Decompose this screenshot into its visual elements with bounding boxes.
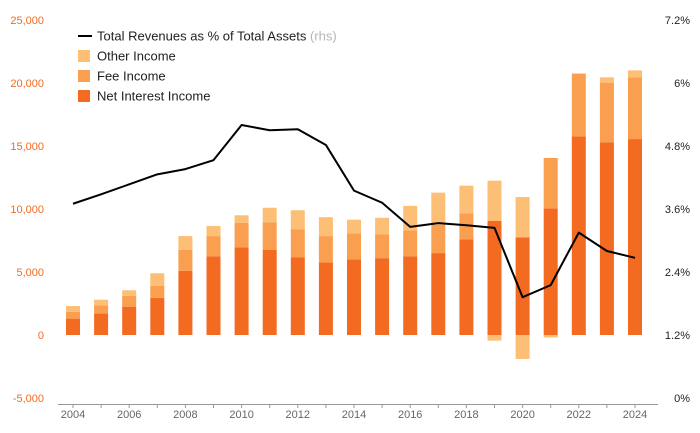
bar-segment: [459, 213, 474, 240]
bar-segment: [375, 234, 390, 259]
bar-segment: [122, 295, 137, 307]
bar-segment: [347, 219, 361, 234]
bar-segment: [94, 313, 109, 335]
y-tick-label: 10,000: [10, 204, 44, 216]
bar-segment: [431, 224, 446, 254]
bar-segment: [599, 83, 614, 143]
y2-tick-label: 7.2%: [665, 15, 690, 27]
x-tick-label: 2024: [623, 409, 647, 421]
bar-segment: [178, 270, 193, 335]
bar-segment: [628, 70, 642, 78]
legend-suffix: (rhs): [306, 29, 336, 44]
legend-label: Other Income: [97, 49, 176, 64]
x-tick-label: 2006: [117, 409, 141, 421]
bar-segment: [150, 297, 165, 335]
bar-segment: [543, 157, 558, 209]
y2-tick-label: 1.2%: [665, 330, 690, 342]
bar-segment: [178, 236, 193, 250]
bar-segment: [262, 249, 277, 335]
x-tick-label: 2022: [567, 409, 591, 421]
bar-segment: [628, 139, 642, 335]
bar-segment-negative: [543, 335, 558, 338]
bar-segment: [290, 210, 305, 230]
bar-segment: [262, 207, 277, 223]
bar-segment: [262, 222, 277, 250]
x-tick-label: 2016: [398, 409, 422, 421]
bar-segment: [234, 222, 249, 248]
legend-swatch: [78, 70, 90, 82]
bar-segment: [318, 217, 333, 237]
bar-segment: [515, 237, 530, 335]
bar-segment: [375, 258, 390, 335]
bar-segment: [234, 247, 249, 335]
bar-segment: [403, 230, 418, 257]
bar-segment: [66, 318, 80, 335]
bar-segment: [206, 236, 221, 257]
bar-segment: [122, 290, 137, 296]
bar-segment: [234, 215, 249, 223]
x-tick-label: 2012: [286, 409, 310, 421]
bar-segment: [318, 236, 333, 263]
y-tick-label: 0: [38, 330, 44, 342]
y2-tick-label: 0%: [674, 393, 690, 405]
bar-segment: [459, 239, 474, 335]
x-tick-label: 2010: [229, 409, 253, 421]
bar-segment: [318, 262, 333, 335]
bar-segment: [515, 197, 530, 238]
x-tick-label: 2020: [510, 409, 534, 421]
bar-segment-negative: [487, 335, 502, 341]
y-tick-label: 25,000: [10, 15, 44, 27]
bar-segment: [403, 256, 418, 335]
bar-segment: [66, 306, 80, 312]
bar-segment: [206, 226, 221, 237]
bar-segment: [487, 180, 502, 221]
y-tick-label: 20,000: [10, 78, 44, 90]
y2-tick-label: 2.4%: [665, 267, 690, 279]
x-tick-label: 2014: [342, 409, 366, 421]
legend-label: Total Revenues as % of Total Assets (rhs…: [97, 29, 337, 44]
bar-segment-negative: [515, 335, 530, 359]
bar-segment: [206, 256, 221, 335]
bar-segment: [375, 217, 390, 235]
bar-segment: [571, 136, 586, 335]
y-tick-label: 5,000: [16, 267, 44, 279]
bar-segment: [290, 257, 305, 335]
y2-tick-label: 4.8%: [665, 141, 690, 153]
x-tick-label: 2004: [61, 409, 85, 421]
y-tick-label: -5,000: [13, 393, 44, 405]
bar-segment: [150, 273, 165, 286]
bar-segment: [628, 77, 642, 140]
bar-segment: [431, 192, 446, 225]
bar-segment: [487, 220, 502, 335]
bar-segment: [122, 306, 137, 335]
bar-segment: [347, 259, 361, 335]
bar-segment: [459, 185, 474, 214]
bar-segment: [347, 233, 361, 260]
y2-tick-label: 3.6%: [665, 204, 690, 216]
legend-swatch: [78, 90, 90, 102]
y-tick-label: 15,000: [10, 141, 44, 153]
legend-label: Fee Income: [97, 69, 166, 84]
bar-segment: [178, 249, 193, 271]
x-tick-label: 2008: [173, 409, 197, 421]
bar-segment: [66, 311, 80, 319]
bar-segment: [431, 253, 446, 335]
legend-swatch: [78, 50, 90, 62]
bar-segment: [571, 73, 586, 137]
bar-segment: [290, 229, 305, 258]
bar-segment: [94, 305, 109, 314]
bar-segment: [543, 208, 558, 335]
legend-label: Net Interest Income: [97, 89, 210, 104]
y2-tick-label: 6%: [674, 78, 690, 90]
bar-segment: [599, 77, 614, 83]
bar-segment: [599, 142, 614, 335]
bar-segment: [150, 285, 165, 298]
bar-segment: [94, 299, 109, 306]
x-tick-label: 2018: [454, 409, 478, 421]
